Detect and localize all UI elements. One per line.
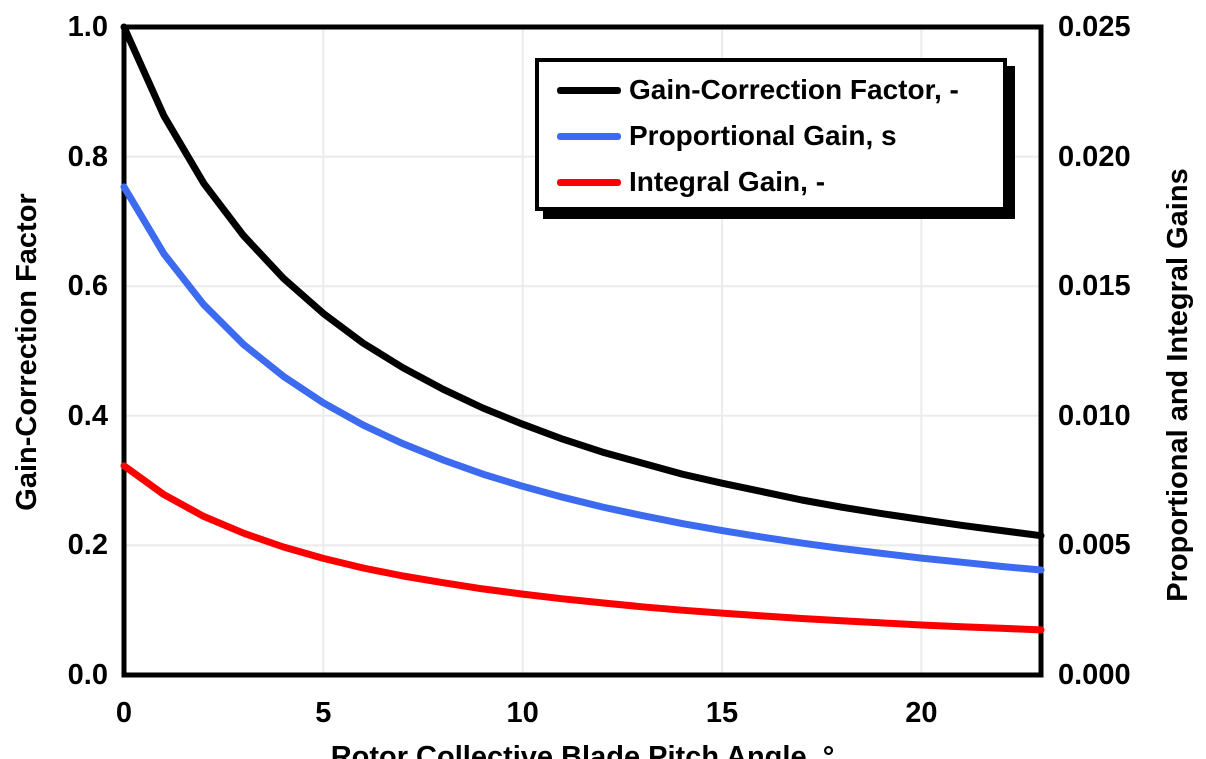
x-tick-label: 20 <box>905 697 938 729</box>
y-right-tick-label: 0.005 <box>1058 529 1131 562</box>
y-left-tick-label: 1.0 <box>67 11 108 43</box>
legend-line-swatch <box>557 86 621 94</box>
legend-item: Gain-Correction Factor, - <box>557 67 1003 113</box>
x-tick-label: 5 <box>315 697 332 729</box>
legend: Gain-Correction Factor, - Proportional Ga… <box>535 58 1007 211</box>
legend-item-label: Integral Gain, - <box>629 166 826 197</box>
y-right-tick-label: 0.015 <box>1058 270 1131 303</box>
y-left-tick-label: 0.2 <box>67 529 108 562</box>
curve-series-2 <box>120 462 1045 634</box>
y-left-tick-label: 0.6 <box>67 270 108 303</box>
y-left-tick-label: 0.4 <box>67 399 108 432</box>
y-left-axis-title: Gain-Correction Factor <box>11 193 43 511</box>
x-axis-title: Rotor Collective Blade Pitch Angle, ° <box>330 741 835 759</box>
legend-item-label: Proportional Gain, s <box>629 120 897 151</box>
legend-item-label: Gain-Correction Factor, - <box>629 74 959 105</box>
legend-line-swatch <box>557 178 621 186</box>
x-tick-label: 15 <box>705 697 739 729</box>
curve-series-0 <box>120 23 1045 540</box>
y-right-tick-label: 0.025 <box>1058 11 1131 43</box>
legend-line-swatch <box>557 132 621 140</box>
plot-frame <box>121 24 1044 678</box>
y-right-tick-label: 0.020 <box>1058 140 1131 173</box>
x-tick-label: 0 <box>115 697 133 729</box>
curve-series-1 <box>120 183 1045 574</box>
y-left-tick-label: 0.0 <box>67 659 108 691</box>
legend-item: Integral Gain, - <box>557 159 1003 205</box>
y-right-axis-title: Proportional and Integral Gains <box>1162 168 1194 602</box>
y-left-tick-label: 0.8 <box>67 140 108 173</box>
y-right-tick-label: 0.010 <box>1058 399 1131 432</box>
legend-item: Proportional Gain, s <box>557 113 1003 159</box>
y-right-tick-label: 0.000 <box>1058 659 1131 691</box>
x-tick-label: 10 <box>506 697 539 729</box>
